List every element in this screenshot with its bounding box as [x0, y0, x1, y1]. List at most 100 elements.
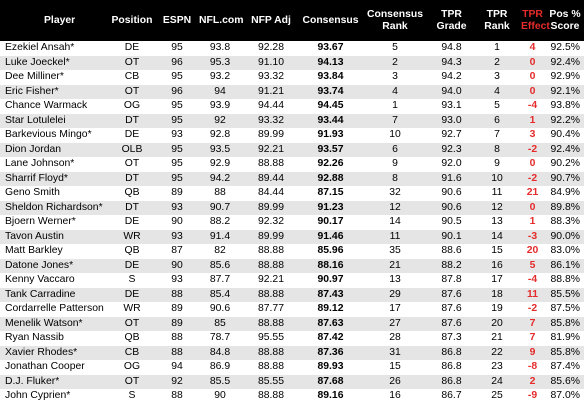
table-row: Kenny Vaccaro S 93 87.7 92.21 90.97 13 87.8 17 -4…: [0, 273, 584, 288]
tpr-rank: 7: [494, 129, 500, 140]
tpr-grade: 86.7: [441, 390, 462, 401]
table-body: Ezekiel Ansah* DE 95 93.8 92.28 93.67 5 94.8 1 4 9…: [0, 41, 584, 404]
player-name: Tavon Austin: [5, 230, 64, 242]
nfl-com-score: 91.4: [209, 230, 231, 242]
tpr-rank: 15: [491, 245, 503, 256]
table-row: Datone Jones* DE 90 85.6 88.88 88.16 21 88.2 16 5…: [0, 258, 584, 273]
consensus-score: 89.16: [317, 390, 344, 401]
position: OG: [123, 100, 141, 111]
espn-score: 89: [171, 317, 183, 329]
tpr-grade: 87.3: [441, 332, 462, 343]
consensus-rank: 31: [389, 346, 401, 358]
tpr-grade: 94.2: [441, 71, 462, 82]
tpr-effect: 3: [529, 129, 536, 140]
tpr-effect: 7: [529, 332, 536, 343]
espn-score: 90: [171, 216, 183, 227]
consensus-score: 93.44: [317, 114, 344, 126]
consensus-rank: 16: [389, 390, 401, 401]
tpr-grade: 94.3: [441, 56, 462, 68]
tpr-rank: 16: [491, 259, 503, 271]
consensus-score: 93.57: [317, 143, 344, 155]
tpr-grade: 93.1: [441, 100, 462, 111]
nfl-com-score: 92.8: [209, 129, 231, 140]
tpr-effect: 2: [529, 375, 536, 387]
tpr-grade: 86.8: [441, 375, 462, 387]
consensus-score: 87.36: [317, 346, 344, 358]
pos-score: 88.3%: [550, 216, 580, 227]
tpr-effect: -8: [527, 361, 538, 372]
nfp-adj-score: 89.99: [257, 129, 284, 140]
nfl-com-score: 78.7: [209, 332, 231, 343]
table-row: Eric Fisher* OT 96 94 91.21 93.74 4 94.0 4 0 92.1%: [0, 84, 584, 99]
espn-score: 88: [171, 346, 183, 358]
espn-score: 87: [171, 245, 183, 256]
tpr-rank: 21: [491, 332, 503, 343]
header-nfp-adj: NFP Adj: [251, 14, 291, 26]
nfl-com-score: 93.5: [209, 143, 231, 155]
table-row: Geno Smith QB 89 88 84.44 87.15 32 90.6 11 21 84.9…: [0, 186, 584, 201]
nfp-adj-score: 88.88: [257, 245, 284, 256]
tpr-grade: 92.0: [441, 158, 462, 169]
player-name: Matt Barkley: [5, 245, 63, 256]
tpr-rank: 1: [494, 42, 500, 53]
pos-score: 92.2%: [550, 114, 580, 126]
tpr-effect: 0: [529, 71, 536, 82]
header-espn: ESPN: [162, 14, 192, 26]
consensus-score: 94.13: [317, 56, 344, 68]
header-consensus-rank: Consensus Rank: [366, 8, 423, 32]
nfl-com-score: 94.2: [209, 172, 231, 184]
tpr-effect: 1: [529, 114, 536, 126]
nfp-adj-score: 91.21: [257, 85, 284, 97]
espn-score: 95: [171, 100, 183, 111]
header-row: Player Position ESPN NFL.com NFP Adj Con…: [0, 0, 584, 41]
table-row: Jonathan Cooper OG 94 86.9 88.88 89.93 15 86.8 2…: [0, 360, 584, 375]
player-name: Bjoern Werner*: [5, 216, 76, 227]
tpr-rank: 2: [494, 56, 500, 68]
tpr-rank: 14: [491, 230, 503, 242]
nfl-com-score: 85.5: [209, 375, 231, 387]
position: DE: [124, 216, 140, 227]
tpr-effect: 7: [529, 317, 536, 329]
consensus-rank: 8: [392, 172, 398, 184]
pos-score: 93.8%: [550, 100, 580, 111]
player-name: Barkevious Mingo*: [5, 129, 92, 140]
espn-score: 90: [171, 259, 183, 271]
consensus-score: 87.42: [317, 332, 344, 343]
consensus-rank: 10: [389, 129, 401, 140]
pos-score: 85.6%: [550, 375, 580, 387]
nfp-adj-score: 88.88: [257, 288, 284, 300]
position: QB: [124, 332, 140, 343]
nfl-com-score: 88.2: [209, 216, 231, 227]
position: DE: [124, 259, 140, 271]
tpr-effect: 9: [529, 346, 536, 358]
consensus-score: 91.46: [317, 230, 344, 242]
tpr-rank: 9: [494, 158, 500, 169]
espn-score: 93: [171, 129, 183, 140]
pos-score: 90.4%: [550, 129, 580, 140]
nfp-adj-score: 88.88: [257, 259, 284, 271]
table-row: Tank Carradine DE 88 85.4 88.88 87.43 29 87.6 18…: [0, 287, 584, 302]
consensus-score: 90.17: [317, 216, 344, 227]
tpr-rank: 19: [491, 303, 503, 314]
espn-score: 95: [171, 143, 183, 155]
tpr-effect: -9: [527, 390, 538, 401]
player-name: Xavier Rhodes*: [5, 346, 78, 358]
nfp-adj-score: 88.88: [257, 346, 284, 358]
pos-score: 84.9%: [550, 187, 580, 198]
tpr-grade: 92.3: [441, 143, 462, 155]
tpr-effect: -3: [527, 230, 538, 242]
consensus-score: 93.67: [317, 42, 344, 53]
nfp-adj-score: 84.44: [257, 187, 284, 198]
tpr-effect: 0: [529, 85, 536, 97]
tpr-effect: 21: [526, 187, 539, 198]
table-row: Lane Johnson* OT 95 92.9 88.88 92.26 9 92.0 9 0 90…: [0, 157, 584, 172]
consensus-rank: 4: [392, 85, 398, 97]
tpr-rank: 10: [491, 172, 503, 184]
consensus-rank: 2: [392, 56, 398, 68]
player-name: Luke Joeckel*: [5, 56, 70, 68]
pos-score: 92.1%: [550, 85, 580, 97]
espn-score: 89: [171, 303, 183, 314]
tpr-grade: 94.0: [441, 85, 462, 97]
table-header: Player Position ESPN NFL.com NFP Adj Con…: [0, 0, 584, 41]
table-row: Dee Milliner* CB 95 93.2 93.32 93.84 3 94.2 3 0 92…: [0, 70, 584, 85]
